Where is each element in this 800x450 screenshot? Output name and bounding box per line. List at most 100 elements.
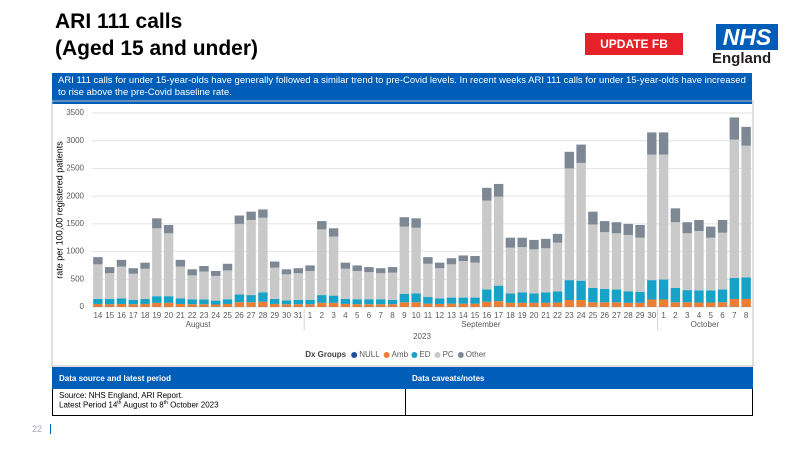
bar-segment	[163, 302, 174, 307]
bar-segment	[517, 247, 527, 293]
x-tick-label: 14	[93, 311, 102, 320]
bar-segment	[493, 301, 504, 307]
bar-segment	[293, 299, 303, 305]
bar-segment	[293, 304, 303, 307]
bar-segment	[152, 302, 162, 307]
bar-segment	[482, 187, 492, 201]
bar-segment	[281, 300, 292, 305]
text: th	[117, 400, 122, 406]
divider	[50, 424, 51, 434]
bar-segment	[482, 301, 492, 307]
bar-segment	[517, 292, 527, 303]
bar-segment	[599, 302, 610, 307]
bar-segment	[222, 263, 233, 271]
bar-segment	[246, 211, 256, 220]
bar-segment	[564, 168, 575, 281]
table-header: Data source and latest period	[52, 367, 406, 389]
bar-segment	[446, 297, 457, 304]
bar-segment	[411, 293, 421, 303]
bar-segment	[399, 217, 410, 227]
bar-segment	[376, 268, 386, 274]
bar-segment	[340, 303, 351, 307]
bar-segment	[387, 304, 398, 307]
legend-swatch	[351, 352, 358, 358]
bar-segment	[234, 215, 245, 224]
bar-segment	[576, 280, 586, 301]
x-tick-label: 23	[200, 311, 209, 320]
x-tick-label: 21	[176, 311, 185, 320]
x-tick-label: 16	[117, 311, 126, 320]
x-tick-label: 17	[494, 311, 503, 320]
bar-segment	[517, 302, 527, 307]
bar-segment	[293, 268, 303, 274]
x-tick-label: 29	[636, 311, 645, 320]
legend-title: Dx Groups	[305, 350, 346, 359]
bar-segment	[423, 263, 433, 298]
bar-segment	[564, 280, 575, 301]
legend-label: PC	[443, 350, 454, 359]
bar-segment	[482, 289, 492, 302]
bar-segment	[470, 297, 480, 304]
bar-segment	[541, 292, 551, 303]
bar-segment	[163, 296, 174, 303]
bar-segment	[423, 303, 433, 307]
y-tick-label: 1500	[66, 219, 84, 228]
x-tick-label: 5	[355, 311, 360, 320]
bar-segment	[635, 237, 645, 292]
x-tick-label: 30	[647, 311, 656, 320]
bar-segment	[458, 255, 468, 261]
bar-segment	[140, 262, 150, 269]
bar-segment	[611, 233, 622, 290]
bar-segment	[211, 270, 221, 276]
bar-segment	[128, 268, 138, 274]
bar-segment	[588, 211, 598, 225]
x-tick-label: 28	[258, 311, 267, 320]
x-tick-label: 4	[697, 311, 702, 320]
bar-segment	[505, 247, 516, 294]
x-tick-label: 30	[282, 311, 291, 320]
bar-segment	[104, 298, 115, 305]
x-tick-label: 29	[270, 311, 279, 320]
bar-segment	[529, 293, 539, 303]
bar-segment	[658, 132, 669, 155]
x-tick-label: 4	[343, 311, 348, 320]
bar-segment	[234, 294, 245, 303]
bar-segment	[211, 304, 221, 307]
bar-segment	[493, 183, 504, 197]
bar-segment	[517, 237, 527, 248]
bar-segment	[529, 302, 539, 307]
bar-segment	[317, 295, 327, 303]
chart-frame	[51, 100, 754, 367]
bar-segment	[175, 266, 186, 299]
bar-segment	[635, 302, 645, 307]
legend-label: Other	[466, 350, 486, 359]
bar-segment	[658, 154, 669, 280]
bar-segment	[717, 289, 728, 303]
page-number: 22	[32, 424, 43, 434]
bar-segment	[729, 117, 740, 140]
bar-segment	[623, 302, 633, 307]
bar-segment	[482, 200, 492, 290]
bar-segment	[623, 234, 633, 292]
bar-segment	[670, 222, 681, 288]
x-tick-label: 15	[105, 311, 114, 320]
x-tick-label: 25	[223, 311, 232, 320]
bar-segment	[446, 258, 457, 265]
bar-segment	[340, 268, 351, 299]
bar-segment	[411, 218, 421, 228]
table-cell	[405, 388, 753, 416]
month-label: October	[691, 320, 720, 329]
bar-segment	[505, 302, 516, 307]
bar-segment	[328, 228, 339, 237]
bar-segment	[423, 297, 433, 304]
x-tick-label: 1	[661, 311, 666, 320]
bar-segment	[588, 287, 598, 303]
bar-segment	[576, 162, 586, 281]
bar-segment	[234, 223, 245, 295]
bar-segment	[93, 303, 103, 307]
bar-segment	[682, 290, 692, 303]
bar-segment	[470, 256, 480, 263]
period-text: Latest Period 14th August to 8th October…	[59, 400, 399, 410]
bar-segment	[729, 298, 740, 307]
